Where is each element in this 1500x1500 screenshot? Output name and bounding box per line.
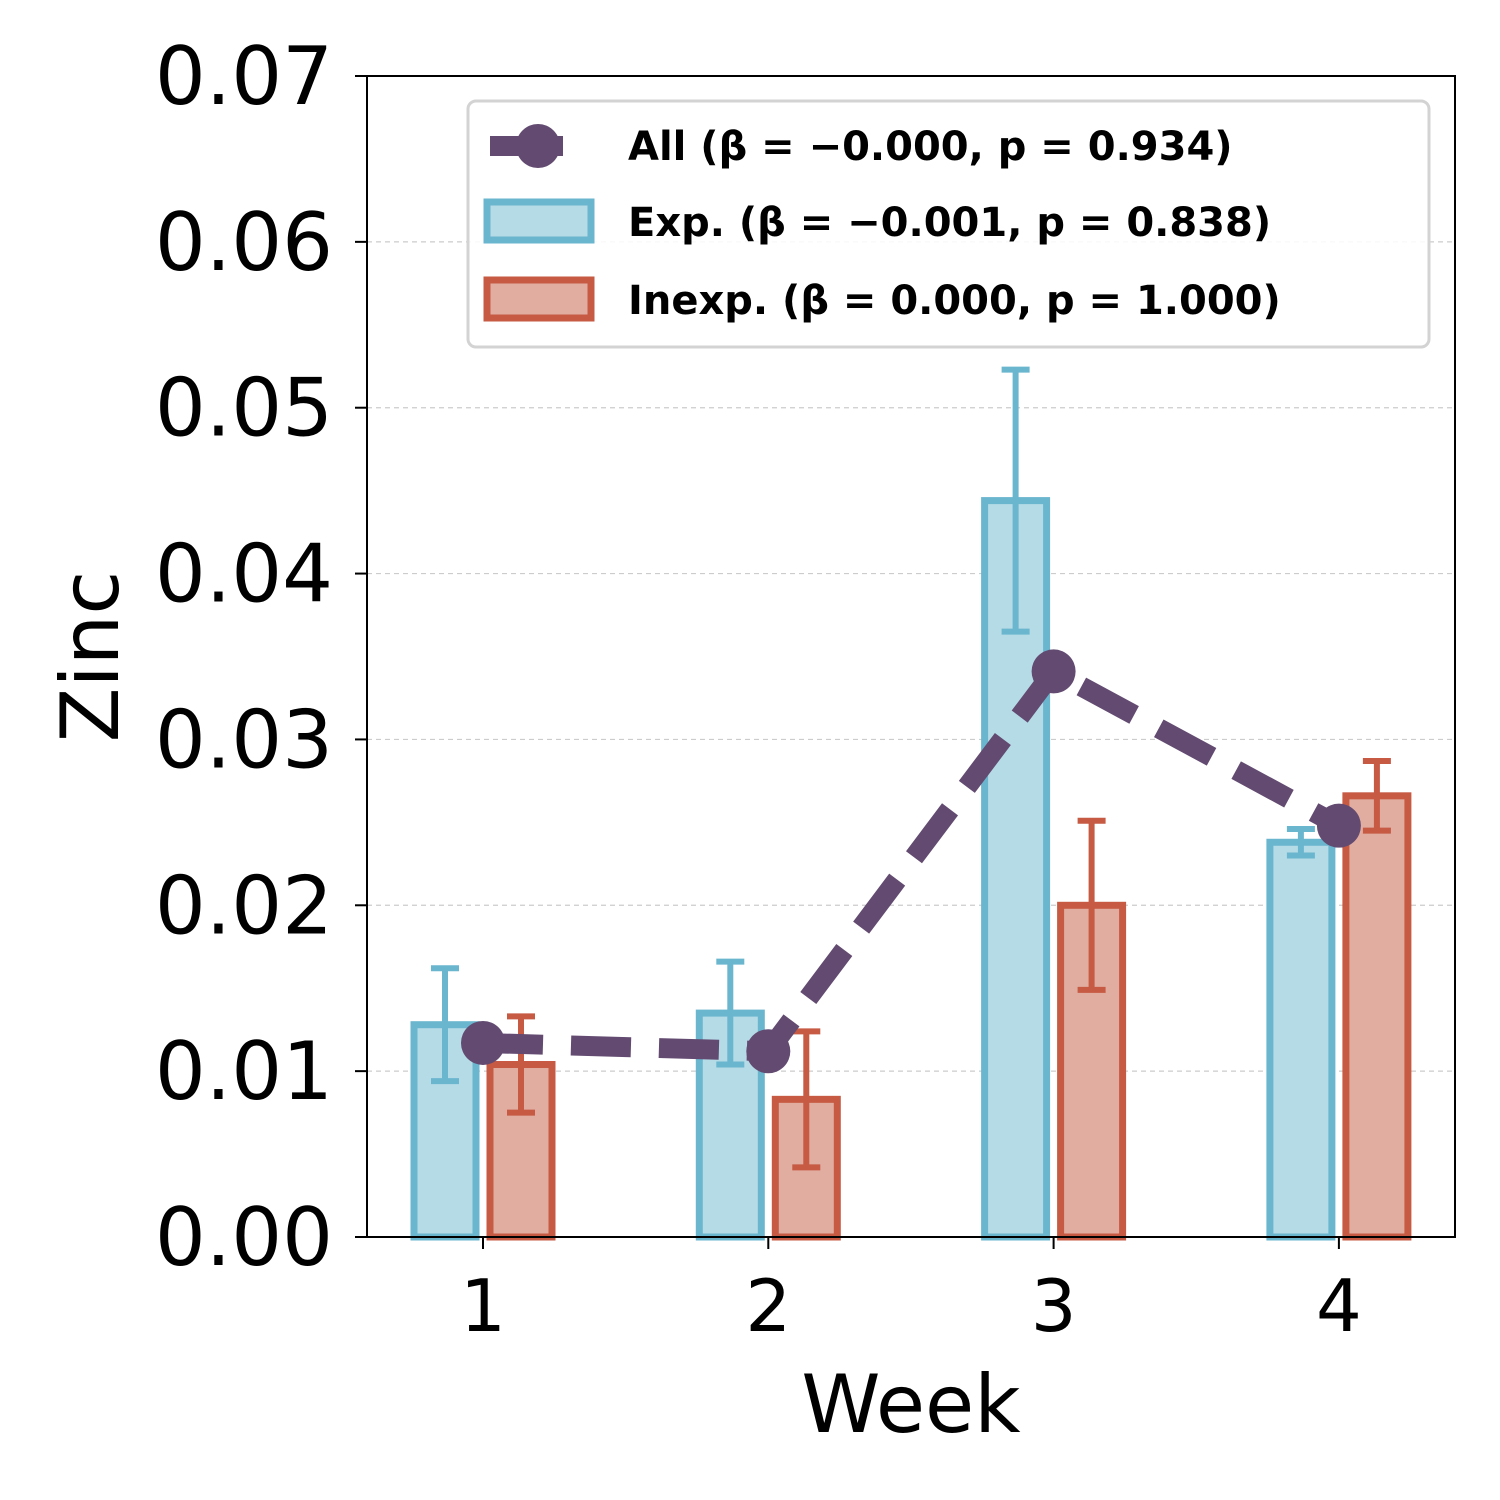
exp-bar [1266, 838, 1336, 1241]
x-tick-label: 1 [460, 1264, 506, 1348]
line-layer [461, 649, 1361, 1074]
y-tick-label: 0.07 [155, 30, 333, 123]
legend-inexp-swatch [483, 276, 595, 322]
all-point [1031, 649, 1076, 694]
legend-all-marker [516, 124, 560, 168]
axes-layer: 0.00 0.01 0.02 0.03 0.04 0.05 0.06 0.07 1 2 3 4 [155, 30, 1362, 1348]
all-point [461, 1020, 505, 1065]
x-tick-label: 2 [745, 1264, 791, 1348]
legend-all-label: All (β = −0.000, p = 0.934) [628, 124, 1233, 170]
legend-exp-swatch [483, 198, 595, 244]
all-point [1316, 803, 1361, 848]
x-tick-label: 4 [1316, 1264, 1362, 1348]
y-axis-title: Zinc [44, 571, 137, 743]
y-tick-label: 0.04 [155, 528, 333, 621]
x-tick-label: 3 [1031, 1264, 1077, 1348]
y-tick-label: 0.03 [155, 693, 333, 786]
y-tick-label: 0.06 [155, 196, 333, 289]
x-axis-title: Week [801, 1358, 1021, 1451]
all-line [482, 658, 1344, 1062]
legend-box [466, 99, 1431, 349]
y-tick-label: 0.02 [155, 859, 333, 952]
all-point [746, 1029, 791, 1074]
inexp-bar [1342, 792, 1412, 1241]
legend: All (β = −0.000, p = 0.934) Exp. (β = −0.… [466, 99, 1431, 349]
legend-exp-label: Exp. (β = −0.001, p = 0.838) [628, 200, 1271, 246]
bars-layer [410, 366, 1412, 1241]
plot-frame [366, 75, 1456, 1238]
y-tick-label: 0.01 [155, 1025, 333, 1118]
legend-inexp-label: Inexp. (β = 0.000, p = 1.000) [628, 278, 1281, 324]
y-tick-label: 0.05 [155, 362, 333, 455]
y-tick-label: 0.00 [155, 1191, 333, 1284]
